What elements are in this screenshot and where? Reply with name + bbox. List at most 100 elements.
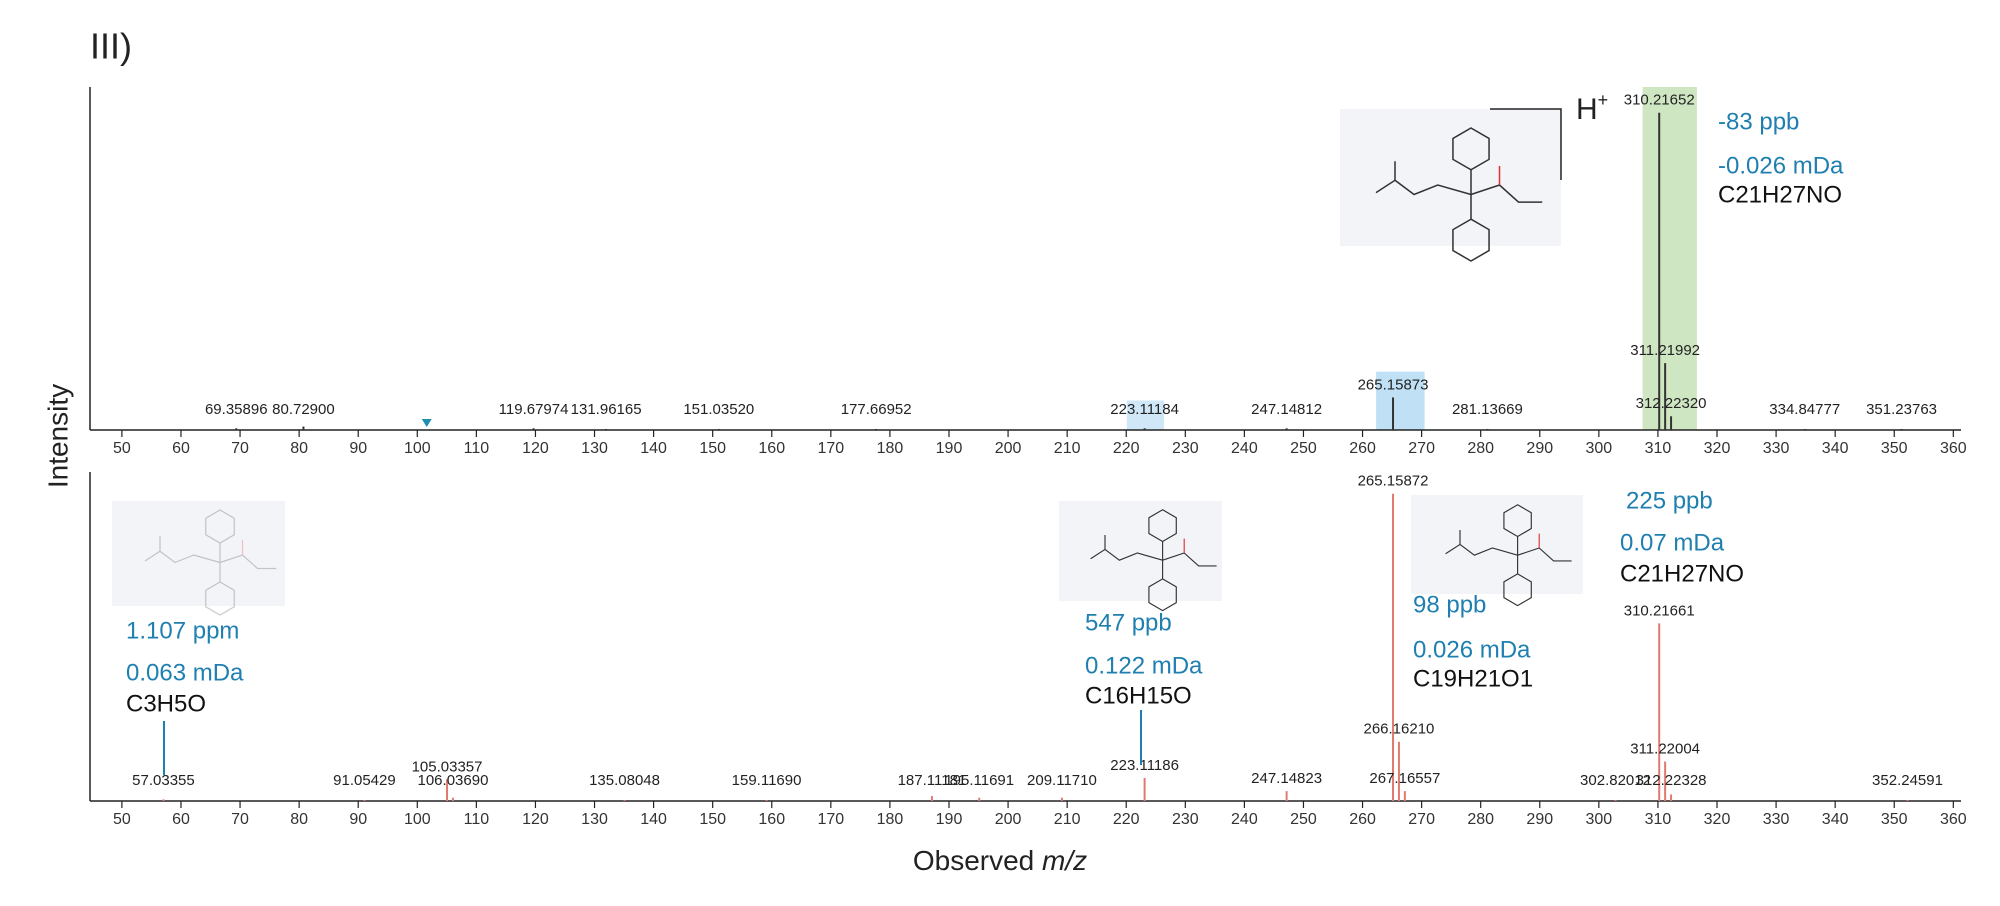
peak-label: 209.11710 <box>1027 772 1097 789</box>
x-tick-label: 180 <box>877 811 904 828</box>
peak-label: 267.16557 <box>1369 770 1440 787</box>
x-tick-label: 280 <box>1467 440 1494 457</box>
panel-label: III) <box>90 26 132 67</box>
x-tick-label: 240 <box>1231 440 1258 457</box>
peak-label: 312.22320 <box>1636 395 1707 412</box>
x-tick-label: 260 <box>1349 811 1376 828</box>
peak-label: 312.22328 <box>1636 772 1707 789</box>
x-tick-label: 250 <box>1290 440 1317 457</box>
bracket <box>1490 108 1562 180</box>
x-tick-label: 160 <box>758 811 785 828</box>
x-tick-label: 130 <box>581 440 608 457</box>
x-tick-label: 350 <box>1881 811 1908 828</box>
x-tick-label: 70 <box>231 440 249 457</box>
peak-label: 334.84777 <box>1769 401 1840 418</box>
x-tick-label: 180 <box>877 440 904 457</box>
structure-box <box>112 501 285 606</box>
x-tick-label: 170 <box>817 811 844 828</box>
x-tick-label: 150 <box>699 811 726 828</box>
mda: 0.063 mDa <box>126 659 244 686</box>
x-tick-label: 90 <box>349 811 367 828</box>
x-tick-label: 340 <box>1822 811 1849 828</box>
x-tick-label: 270 <box>1408 811 1435 828</box>
x-tick-label: 220 <box>1113 811 1140 828</box>
x-tick-label: 360 <box>1940 811 1967 828</box>
mda: -0.026 mDa <box>1718 152 1844 179</box>
highlight <box>1126 400 1165 430</box>
x-tick-label: 230 <box>1172 811 1199 828</box>
x-tick-label: 80 <box>290 440 308 457</box>
x-tick-label: 320 <box>1704 811 1731 828</box>
peak-label: 265.15873 <box>1358 376 1429 393</box>
ppb: 547 ppb <box>1085 609 1172 636</box>
x-tick-label: 200 <box>995 440 1022 457</box>
x-tick-label: 100 <box>404 811 431 828</box>
peak-label: 195.11691 <box>944 772 1014 789</box>
peak-label: 310.21661 <box>1624 602 1695 619</box>
highlight <box>1376 371 1425 430</box>
x-tick-label: 270 <box>1408 440 1435 457</box>
structure-box <box>1340 109 1561 246</box>
peak-label: 311.21992 <box>1630 342 1700 359</box>
mda: 0.026 mDa <box>1413 636 1531 663</box>
peak-label: 105.03357 <box>412 758 483 775</box>
peak-label: 281.13669 <box>1452 401 1523 418</box>
x-tick-label: 60 <box>172 440 190 457</box>
x-tick-label: 120 <box>522 811 549 828</box>
x-tick-label: 280 <box>1467 811 1494 828</box>
ppb: 98 ppb <box>1413 591 1486 618</box>
x-tick-label: 190 <box>936 440 963 457</box>
x-tick-label: 150 <box>699 440 726 457</box>
x-tick-label: 290 <box>1526 440 1553 457</box>
mda: 0.07 mDa <box>1620 529 1725 556</box>
highlight <box>1642 87 1697 430</box>
x-tick-label: 130 <box>581 811 608 828</box>
peak-label: 135.08048 <box>589 772 660 789</box>
peak-label: 119.67974 <box>499 401 569 418</box>
x-tick-label: 140 <box>640 811 667 828</box>
charge-sup: + <box>1598 90 1609 110</box>
x-tick-label: 330 <box>1763 811 1790 828</box>
x-tick-label: 80 <box>290 811 308 828</box>
x-tick-label: 210 <box>1054 811 1081 828</box>
x-tick-label: 240 <box>1231 811 1258 828</box>
ppb: 225 ppb <box>1626 487 1713 514</box>
x-tick-label: 360 <box>1940 440 1967 457</box>
peak-label: 223.11184 <box>1110 401 1179 418</box>
peak-label: 69.35896 <box>205 401 268 418</box>
peak-label: 91.05429 <box>333 772 396 789</box>
peak-label: 57.03355 <box>132 772 195 789</box>
peak-label: 151.03520 <box>683 401 754 418</box>
x-tick-label: 90 <box>349 440 367 457</box>
formula: C16H15O <box>1085 682 1192 709</box>
marker <box>421 419 432 427</box>
peak-label: 265.15872 <box>1358 473 1429 490</box>
peak-label: 177.66952 <box>841 401 912 418</box>
x-tick-label: 350 <box>1881 440 1908 457</box>
x-tick-label: 160 <box>758 440 785 457</box>
peak-label: 159.11690 <box>732 772 802 789</box>
x-tick-label: 210 <box>1054 440 1081 457</box>
x-axis-label-italic: m/z <box>1042 845 1087 876</box>
x-tick-label: 290 <box>1526 811 1553 828</box>
x-tick-label: 250 <box>1290 811 1317 828</box>
peak-label: 247.14823 <box>1251 770 1322 787</box>
ppm: 1.107 ppm <box>126 617 239 644</box>
formula: C21H27NO <box>1620 560 1744 587</box>
x-tick-label: 340 <box>1822 440 1849 457</box>
peak-label: 187.11181 <box>898 772 967 789</box>
x-tick-label: 200 <box>995 811 1022 828</box>
x-tick-label: 190 <box>936 811 963 828</box>
peak-label: 247.14812 <box>1251 401 1322 418</box>
peak-label: 310.21652 <box>1624 92 1695 109</box>
formula: C19H21O1 <box>1413 665 1533 692</box>
x-tick-label: 120 <box>522 440 549 457</box>
peak-label: 352.24591 <box>1872 772 1943 789</box>
formula: C3H5O <box>126 690 206 717</box>
x-tick-label: 100 <box>404 440 431 457</box>
charge-text: H <box>1576 93 1598 126</box>
x-tick-label: 110 <box>464 811 490 828</box>
y-axis-label: Intensity <box>42 384 73 488</box>
charge-label: H+ <box>1576 90 1608 126</box>
